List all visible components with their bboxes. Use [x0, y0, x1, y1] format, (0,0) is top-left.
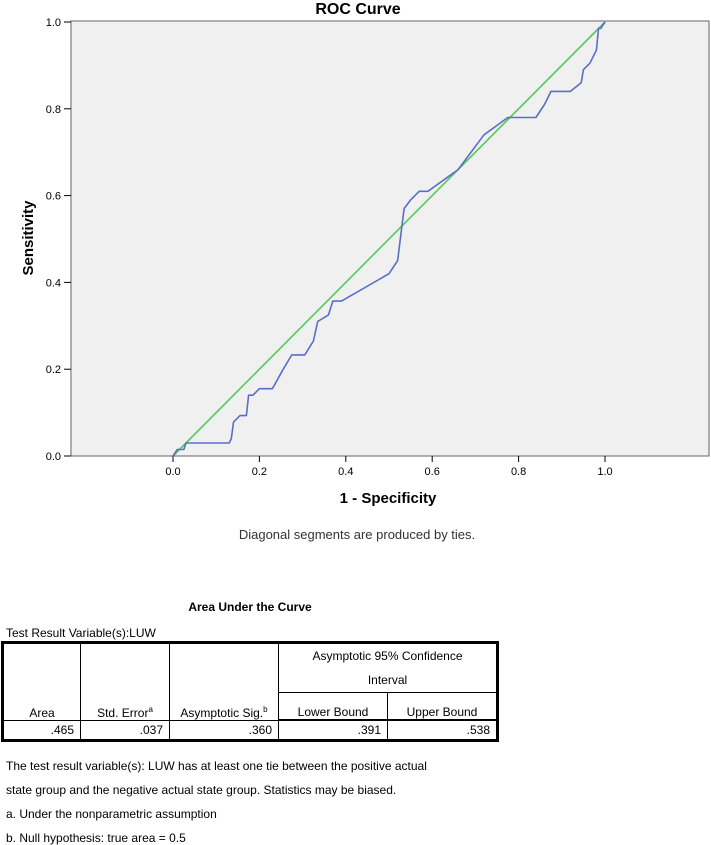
y-axis: 0.0 0.2 0.4 0.6 0.8 1.0	[46, 17, 71, 463]
auc-table: Area Std. Errora Asymptotic Sig.b Asympt…	[1, 641, 499, 742]
cell-std-error: .037	[80, 719, 170, 741]
y-tick-label: 1.0	[46, 17, 61, 29]
header-std-error-label: Std. Error	[97, 705, 149, 720]
footnote-b: b. Null hypothesis: true area = 0.5	[6, 831, 186, 845]
header-std-error: Std. Errora	[80, 642, 170, 721]
x-axis: 0.0 0.2 0.4 0.6 0.8 1.0	[165, 456, 613, 478]
chart-title: ROC Curve	[315, 1, 400, 18]
x-axis-title: 1 - Specificity	[340, 490, 437, 507]
footnote-marker-b: b	[263, 704, 268, 714]
header-area: Area	[2, 642, 81, 721]
header-ci-group: Asymptotic 95% Confidence Interval	[278, 642, 498, 693]
header-sig: Asymptotic Sig.b	[169, 642, 279, 721]
header-ci-line1: Asymptotic 95% Confidence	[312, 649, 463, 663]
x-tick-label: 0.4	[338, 466, 353, 478]
x-tick-label: 0.8	[511, 466, 526, 478]
y-tick-label: 0.0	[46, 451, 61, 463]
cell-lower-bound: .391	[278, 719, 388, 741]
cell-area: .465	[2, 719, 81, 741]
footnote-marker-a: a	[148, 704, 153, 714]
header-sig-label: Asymptotic Sig.	[180, 705, 264, 720]
roc-chart: ROC Curve 0.00.20.40.60.81.0 0.0 0.2 0.4 0.…	[20, 1, 710, 542]
series-layer	[172, 21, 606, 457]
x-tick-label: 1.0	[597, 466, 612, 478]
header-upper-bound: Upper Bound	[387, 692, 498, 721]
y-axis-title: Sensitivity	[20, 200, 37, 276]
header-area-label: Area	[29, 705, 55, 720]
auc-table-subtitle: Test Result Variable(s):LUW	[6, 626, 156, 640]
reference-line	[172, 21, 606, 457]
auc-table-title: Area Under the Curve	[188, 600, 312, 614]
footnote-a: a. Under the nonparametric assumption	[6, 807, 217, 821]
header-lower-bound: Lower Bound	[278, 692, 388, 721]
ties-note: Diagonal segments are produced by ties.	[239, 527, 475, 542]
y-tick-label: 0.4	[46, 277, 61, 289]
roc-curve-luw	[172, 21, 606, 457]
y-tick-label: 0.6	[46, 191, 61, 203]
cell-upper-bound: .538	[387, 719, 498, 741]
x-tick-label: 0.2	[252, 466, 267, 478]
y-tick-label: 0.2	[46, 364, 61, 376]
cell-sig: .360	[169, 719, 279, 741]
header-ci-line2: Interval	[367, 673, 408, 687]
footnote-ties-line1: The test result variable(s): LUW has at …	[6, 759, 427, 773]
table-row: .465 .037 .360 .391 .538	[2, 719, 498, 741]
x-tick-label: 0.0	[165, 466, 180, 478]
footnote-ties-line2: state group and the negative actual stat…	[6, 783, 397, 797]
x-tick-label: 0.6	[425, 466, 440, 478]
y-tick-label: 0.8	[46, 104, 61, 116]
